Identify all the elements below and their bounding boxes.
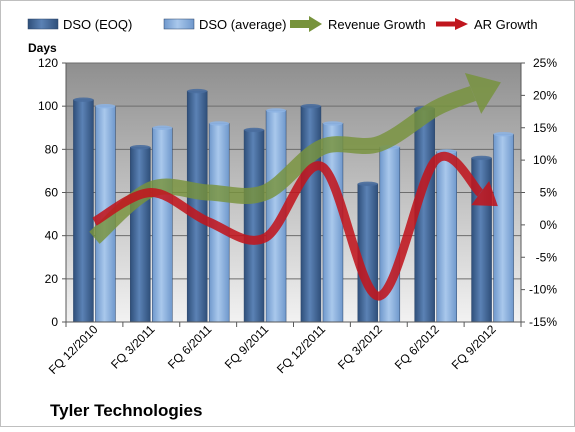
bar-dso-eoq (244, 128, 264, 322)
bar-dso-eoq (130, 145, 150, 322)
y-tick-label: 40 (45, 229, 59, 243)
bar-dso-eoq (301, 104, 321, 322)
y2-tick-label: 10% (533, 153, 557, 167)
y2-tick-label: -10% (529, 283, 557, 297)
bar-dso-average (494, 132, 514, 322)
y-tick-label: 20 (45, 272, 59, 286)
y2-tick-label: 5% (540, 186, 558, 200)
y-axis-label: Days (28, 41, 57, 55)
y2-tick-label: -5% (536, 250, 558, 264)
legend-label: AR Growth (474, 17, 538, 32)
y2-tick-label: 15% (533, 121, 557, 135)
y2-tick-label: 25% (533, 56, 557, 70)
y-tick-label: 0 (51, 315, 58, 329)
legend-swatch (28, 19, 58, 29)
y2-tick-label: 0% (540, 218, 558, 232)
y2-tick-label: -15% (529, 315, 557, 329)
chart-title: Tyler Technologies (50, 401, 202, 420)
y2-tick-label: 20% (533, 88, 557, 102)
legend-label: DSO (average) (199, 17, 286, 32)
legend-swatch (164, 19, 194, 29)
bar-dso-average (437, 149, 457, 322)
bar-dso-average (152, 126, 172, 322)
bar-dso-eoq (358, 182, 378, 322)
legend-item: Revenue Growth (290, 16, 426, 32)
y-tick-label: 60 (45, 186, 59, 200)
legend-label: DSO (EOQ) (63, 17, 132, 32)
bar-dso-eoq (73, 97, 93, 322)
y-tick-label: 120 (38, 56, 58, 70)
legend-label: Revenue Growth (328, 17, 426, 32)
bar-dso-eoq (187, 89, 207, 322)
y-tick-label: 80 (45, 142, 59, 156)
y-tick-label: 100 (38, 99, 58, 113)
